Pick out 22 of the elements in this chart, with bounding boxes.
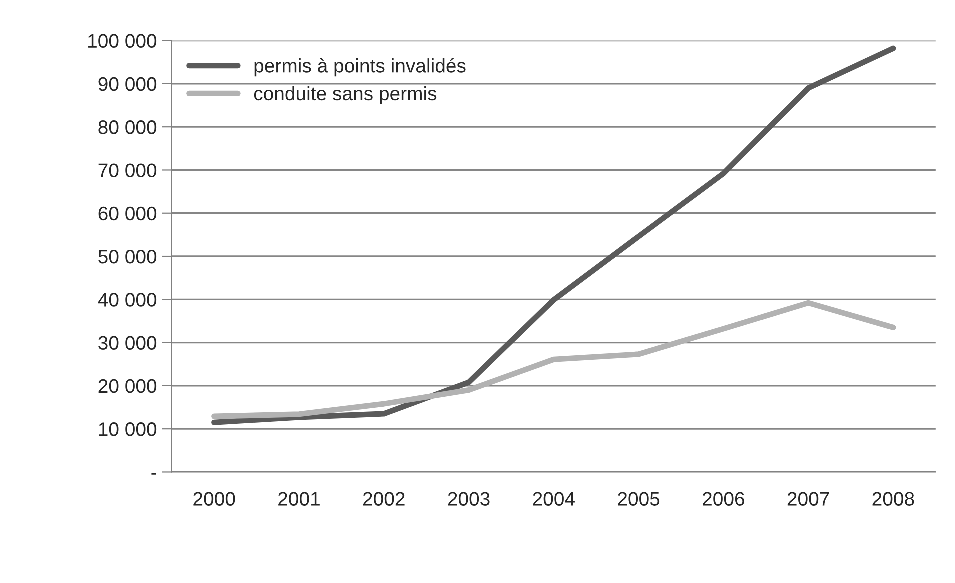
- x-tick-label: 2007: [788, 492, 830, 506]
- y-tick-label: 90 000: [98, 77, 157, 92]
- y-tick-label: 70 000: [98, 164, 157, 178]
- y-tick-label: 10 000: [99, 422, 157, 436]
- x-tick-label: 2002: [363, 492, 405, 506]
- x-tick-label: 2001: [278, 492, 320, 506]
- x-tick-label: 2006: [703, 492, 744, 506]
- x-tick-label: 2005: [618, 492, 660, 506]
- y-tick-label: 60 000: [98, 206, 157, 221]
- y-tick-label: 80 000: [98, 120, 157, 134]
- y-tick-label: -: [152, 473, 156, 475]
- x-tick-label: 2003: [448, 492, 490, 506]
- x-tick-label: 2008: [872, 492, 914, 506]
- x-tick-label: 2000: [194, 492, 236, 506]
- y-tick-label: 100 000: [88, 34, 157, 48]
- y-tick-label: 20 000: [98, 379, 157, 394]
- y-tick-label: 40 000: [98, 293, 157, 307]
- legend-label: permis à points invalidés: [254, 58, 466, 77]
- y-tick-label: 30 000: [98, 336, 157, 350]
- y-tick-label: 50 000: [98, 250, 157, 264]
- legend-label: conduite sans permis: [254, 86, 437, 105]
- x-tick-label: 2004: [533, 492, 575, 506]
